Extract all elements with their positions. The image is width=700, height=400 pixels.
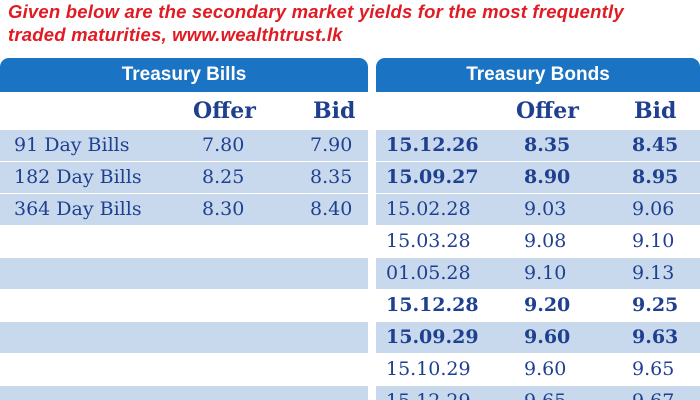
bills-name: 91 Day Bills [14,134,130,156]
caption-line-2: traded maturities, www.wealthtrust.lk [8,24,343,45]
bills-empty-row [0,257,368,289]
treasury-bonds-header: Treasury Bonds [376,58,700,92]
treasury-bills-header: Treasury Bills [0,58,368,92]
bonds-row: 15.12.29 9.65 9.67 [376,385,700,400]
bills-empty-row [0,385,368,400]
bonds-row: 15.02.28 9.03 9.06 [376,193,700,225]
bonds-maturity: 15.10.29 [386,358,471,380]
bonds-offer: 8.90 [524,166,571,188]
bills-empty-row [0,353,368,385]
bills-bid: 8.35 [310,166,353,188]
bills-bid-header: Bid [313,98,356,124]
bonds-maturity: 15.12.29 [386,390,471,400]
bonds-row: 15.12.28 9.20 9.25 [376,289,700,321]
bonds-bid: 9.06 [632,198,675,220]
bills-offer-header: Offer [193,98,256,124]
treasury-bonds-column-headers: Offer Bid [376,92,700,129]
bonds-maturity: 01.05.28 [386,262,471,284]
bonds-offer: 9.65 [524,390,566,400]
bills-name: 182 Day Bills [14,166,142,188]
bonds-maturity: 15.02.28 [386,198,471,220]
bonds-bid: 8.95 [632,166,679,188]
bills-empty-row [0,289,368,321]
bonds-row: 15.12.26 8.35 8.45 [376,129,700,161]
bonds-maturity: 15.09.29 [386,326,479,348]
bonds-bid: 9.10 [632,230,675,252]
bonds-row: 01.05.28 9.10 9.13 [376,257,700,289]
bonds-row: 15.09.27 8.90 8.95 [376,161,700,193]
bonds-maturity: 15.12.28 [386,294,479,316]
bonds-offer: 9.03 [524,198,567,220]
bonds-offer: 9.20 [524,294,571,316]
treasury-bills-panel: Treasury Bills Offer Bid 91 Day Bills 7.… [0,58,368,400]
bonds-offer: 8.35 [524,134,571,156]
bills-empty-row [0,321,368,353]
caption-line-1: Given below are the secondary market yie… [8,1,624,22]
bills-row: 364 Day Bills 8.30 8.40 [0,193,368,225]
bills-offer: 7.80 [202,134,245,156]
bonds-maturity: 15.03.28 [386,230,471,252]
bonds-bid: 9.63 [632,326,679,348]
bonds-bid: 9.13 [632,262,675,284]
bonds-row: 15.09.29 9.60 9.63 [376,321,700,353]
caption: Given below are the secondary market yie… [8,0,698,46]
bonds-row: 15.10.29 9.60 9.65 [376,353,700,385]
bonds-maturity: 15.09.27 [386,166,479,188]
bonds-offer: 9.60 [524,358,567,380]
bills-bid: 7.90 [310,134,353,156]
bills-row: 182 Day Bills 8.25 8.35 [0,161,368,193]
bonds-bid: 8.45 [632,134,679,156]
bonds-bid: 9.65 [632,358,675,380]
treasury-bills-column-headers: Offer Bid [0,92,368,129]
bonds-row: 15.03.28 9.08 9.10 [376,225,700,257]
bonds-bid: 9.25 [632,294,679,316]
bonds-maturity: 15.12.26 [386,134,479,156]
bills-row: 91 Day Bills 7.80 7.90 [0,129,368,161]
bills-offer: 8.25 [202,166,245,188]
bonds-bid-header: Bid [634,98,677,124]
bills-offer: 8.30 [202,198,245,220]
bonds-offer: 9.08 [524,230,567,252]
bills-name: 364 Day Bills [14,198,142,220]
treasury-bonds-panel: Treasury Bonds Offer Bid 15.12.26 8.35 8… [376,58,700,400]
bonds-offer-header: Offer [516,98,579,124]
bills-empty-row [0,225,368,257]
bonds-offer: 9.60 [524,326,571,348]
bills-bid: 8.40 [310,198,353,220]
bonds-bid: 9.67 [632,390,674,400]
bonds-offer: 9.10 [524,262,567,284]
